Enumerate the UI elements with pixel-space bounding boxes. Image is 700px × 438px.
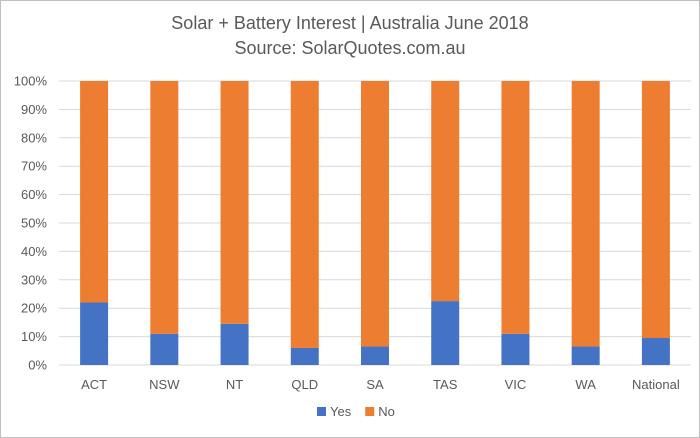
- y-tick-label: 20%: [21, 301, 47, 316]
- y-tick-label: 80%: [21, 130, 47, 145]
- y-tick-label: 10%: [21, 329, 47, 344]
- y-tick-label: 30%: [21, 272, 47, 287]
- x-tick-label: SA: [366, 377, 384, 392]
- x-tick-label: VIC: [505, 377, 527, 392]
- bar-yes-national: [641, 338, 670, 365]
- bar-yes-tas: [431, 301, 460, 365]
- bar-no-tas: [431, 81, 460, 302]
- bar-yes-wa: [571, 346, 600, 365]
- bar-yes-nt: [220, 323, 249, 365]
- bar-no-nsw: [150, 81, 179, 334]
- chart-subtitle: Source: SolarQuotes.com.au: [234, 38, 466, 58]
- bar-yes-sa: [361, 346, 389, 365]
- bar-no-qld: [290, 81, 319, 348]
- legend-swatch-yes: [317, 407, 326, 416]
- bar-no-act: [80, 81, 109, 303]
- x-tick-label: TAS: [433, 377, 458, 392]
- y-tick-label: 100%: [14, 74, 48, 89]
- x-tick-label: NSW: [149, 377, 180, 392]
- bar-no-national: [641, 81, 670, 339]
- x-tick-label: ACT: [81, 377, 107, 392]
- y-tick-label: 90%: [21, 102, 47, 117]
- y-tick-label: 60%: [21, 187, 47, 202]
- bar-yes-nsw: [150, 333, 179, 365]
- y-tick-label: 0%: [28, 358, 47, 373]
- bar-yes-act: [80, 302, 109, 365]
- x-tick-label: QLD: [291, 377, 318, 392]
- legend-label-yes: Yes: [330, 404, 352, 419]
- x-tick-label: National: [632, 377, 680, 392]
- bar-no-nt: [220, 81, 249, 324]
- y-tick-label: 40%: [21, 244, 47, 259]
- x-tick-label: NT: [226, 377, 243, 392]
- bar-yes-vic: [501, 333, 530, 365]
- y-tick-label: 70%: [21, 159, 47, 174]
- legend-label-no: No: [378, 404, 395, 419]
- y-tick-label: 50%: [21, 216, 47, 231]
- bar-no-sa: [361, 81, 389, 347]
- x-tick-label: WA: [575, 377, 596, 392]
- bar-yes-qld: [290, 347, 319, 365]
- bar-no-vic: [501, 81, 530, 334]
- legend-swatch-no: [365, 407, 375, 416]
- bar-no-wa: [571, 81, 600, 347]
- chart-title: Solar + Battery Interest | Australia Jun…: [171, 13, 529, 33]
